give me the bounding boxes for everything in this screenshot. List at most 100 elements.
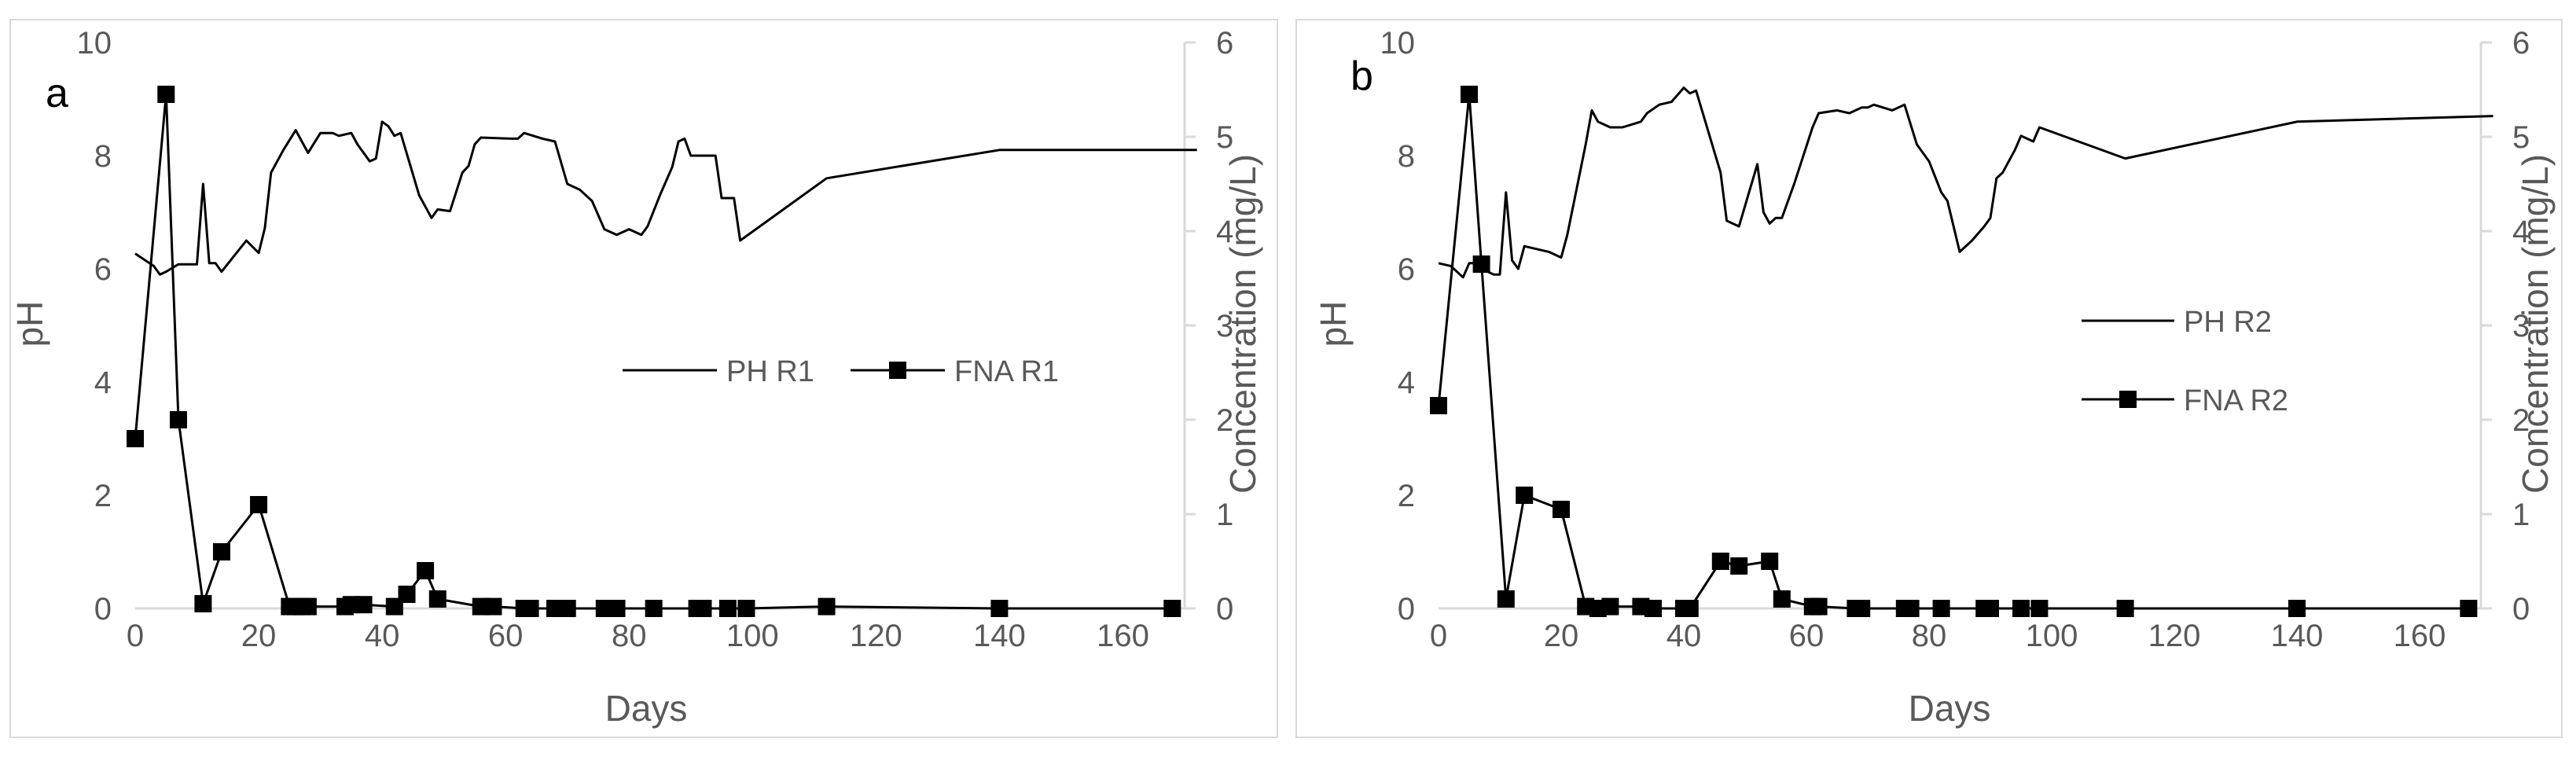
chart-panel-b: b 0 20 40 60 80 100 120 140 160 0 2 4 6 8 10 0 1 2 3 4 5 6 Da… [1295,19,2563,738]
chart-b-fna-point-22 [1902,600,1920,617]
chart-b-x-tick-5: 100 [2026,619,2078,653]
chart-b-legend: PH R2 FNA R2 [2082,306,2288,417]
chart-a-fna-point-29 [737,600,755,617]
chart-a-y-tick-4: 8 [94,139,112,174]
chart-a-x-tick-2: 40 [365,619,400,653]
chart-b-y-tick-4: 8 [1398,139,1415,174]
chart-b-fna-point-30 [2460,600,2478,617]
chart-a-x-tick-8: 160 [1097,619,1149,653]
chart-b-x-title: Days [1909,688,1991,729]
chart-b-y2-tick-2: 2 [2512,403,2530,438]
chart-b-fna-point-3 [1497,590,1515,608]
chart-b-fna-point-13 [1711,553,1729,570]
chart-a-fna-point-12 [355,596,373,614]
chart-b-fna-point-26 [2012,600,2030,617]
chart-b-fna-point-10 [1644,600,1662,617]
chart-b-y-tick-2: 4 [1398,366,1415,400]
chart-b-y-tick-1: 2 [1398,479,1415,513]
chart-a-y2-tick-0: 0 [1216,592,1233,627]
chart-b-y-tick-3: 6 [1398,252,1415,287]
chart-a-legend: PH R1 FNA R1 [623,355,1059,388]
chart-b-y2-tick-6: 6 [2512,26,2530,61]
legend-b-label-fna: FNA R2 [2184,384,2288,417]
legend-a-label-ph: PH R1 [726,355,814,388]
chart-a-fna-point-4 [212,543,230,560]
chart-b-y2-tick-4: 4 [2512,215,2530,249]
chart-b-fna-point-16 [1773,590,1791,608]
chart-a-y2-tick-4: 4 [1216,215,1233,249]
chart-a-fna-point-30 [818,597,836,616]
chart-b-fna-point-8 [1601,597,1619,616]
chart-b-y-tick-0: 0 [1398,592,1415,627]
chart-a-fna-point-2 [169,411,187,428]
chart-a-y2-tick-5: 5 [1216,120,1233,155]
chart-b-x-tick-0: 0 [1430,619,1447,653]
chart-b-fna-point-2 [1472,255,1490,273]
chart-b-x-tick-4: 80 [1912,619,1947,653]
chart-b-series-fna-line [1437,93,2469,610]
chart-b-fna-point-25 [1982,600,1999,617]
chart-b-fna-point-1 [1461,86,1478,103]
chart-a-fna-point-24 [608,600,626,617]
chart-a-y-tick-3: 6 [94,252,112,287]
chart-a-fna-point-1 [157,86,175,103]
chart-a-fna-point-25 [645,600,663,617]
chart-a-fna-point-27 [694,600,712,617]
chart-a-fna-point-31 [990,600,1009,617]
chart-a-fna-point-5 [250,496,268,513]
chart-a-y2-tick-6: 6 [1216,26,1233,61]
chart-b-fna-point-4 [1516,487,1534,504]
chart-a-x-tick-0: 0 [127,619,144,653]
chart-b-fna-point-23 [1932,600,1950,617]
chart-b-fna-point-18 [1810,597,1828,616]
chart-a-y-title: pH [9,301,50,347]
chart-a-series-ph-line [134,120,1197,276]
chart-b-y-tick-5: 10 [1380,26,1416,61]
chart-b-fna-point-14 [1730,557,1748,575]
chart-a-fna-point-22 [558,600,576,617]
chart-a-y-tick-1: 2 [94,479,112,513]
chart-a-fna-point-9 [299,597,317,616]
chart-b-y2-tick-1: 1 [2512,498,2530,532]
panel-a-frame [9,19,1278,738]
chart-a-x-tick-5: 100 [726,619,779,653]
chart-b-fna-point-5 [1553,501,1570,518]
chart-a-fna-point-18 [484,597,502,616]
chart-a-fna-point-32 [1163,600,1181,617]
chart-a-y2-title: Concentration (mg/L) [1222,154,1263,494]
chart-a-y-tick-5: 10 [77,26,112,61]
chart-a-fna-point-16 [428,590,446,608]
chart-a-fna-point-15 [417,562,435,579]
chart-b-x-tick-7: 140 [2271,619,2324,653]
chart-a-fna-point-0 [127,430,144,447]
chart-a-y-tick-0: 0 [94,592,112,627]
chart-a-x-tick-6: 120 [850,619,902,653]
chart-b-y2-tick-5: 5 [2512,120,2530,155]
chart-a-fna-point-20 [521,600,539,617]
legend-b-label-ph: PH R2 [2184,306,2272,339]
legend-a-marker-fna [889,362,906,379]
chart-b-fna-point-20 [1853,600,1871,617]
chart-a-x-tick-1: 20 [241,619,277,653]
chart-a-y-tick-2: 4 [94,366,112,400]
chart-a-x-tick-7: 140 [973,619,1026,653]
chart-a-series-fna-line [134,93,1173,610]
chart-a-y2-tick-3: 3 [1216,309,1233,344]
chart-b-fna-point-0 [1430,397,1447,414]
chart-b-fna-point-15 [1761,553,1779,570]
legend-b-marker-fna [2119,391,2137,408]
chart-b-x-tick-8: 160 [2394,619,2446,653]
legend-a-label-fna: FNA R1 [954,355,1059,388]
chart-b-x-tick-2: 40 [1666,619,1702,653]
chart-b-fna-point-28 [2116,600,2134,617]
chart-b-y2-tick-0: 0 [2512,592,2530,627]
chart-a-x-tick-3: 60 [488,619,524,653]
panel-b-frame [1295,19,2563,738]
chart-b-x-tick-3: 60 [1789,619,1825,653]
chart-a-y2-tick-1: 1 [1216,498,1233,532]
chart-b-y-title: pH [1313,301,1354,347]
chart-b-fna-point-29 [2288,600,2306,617]
